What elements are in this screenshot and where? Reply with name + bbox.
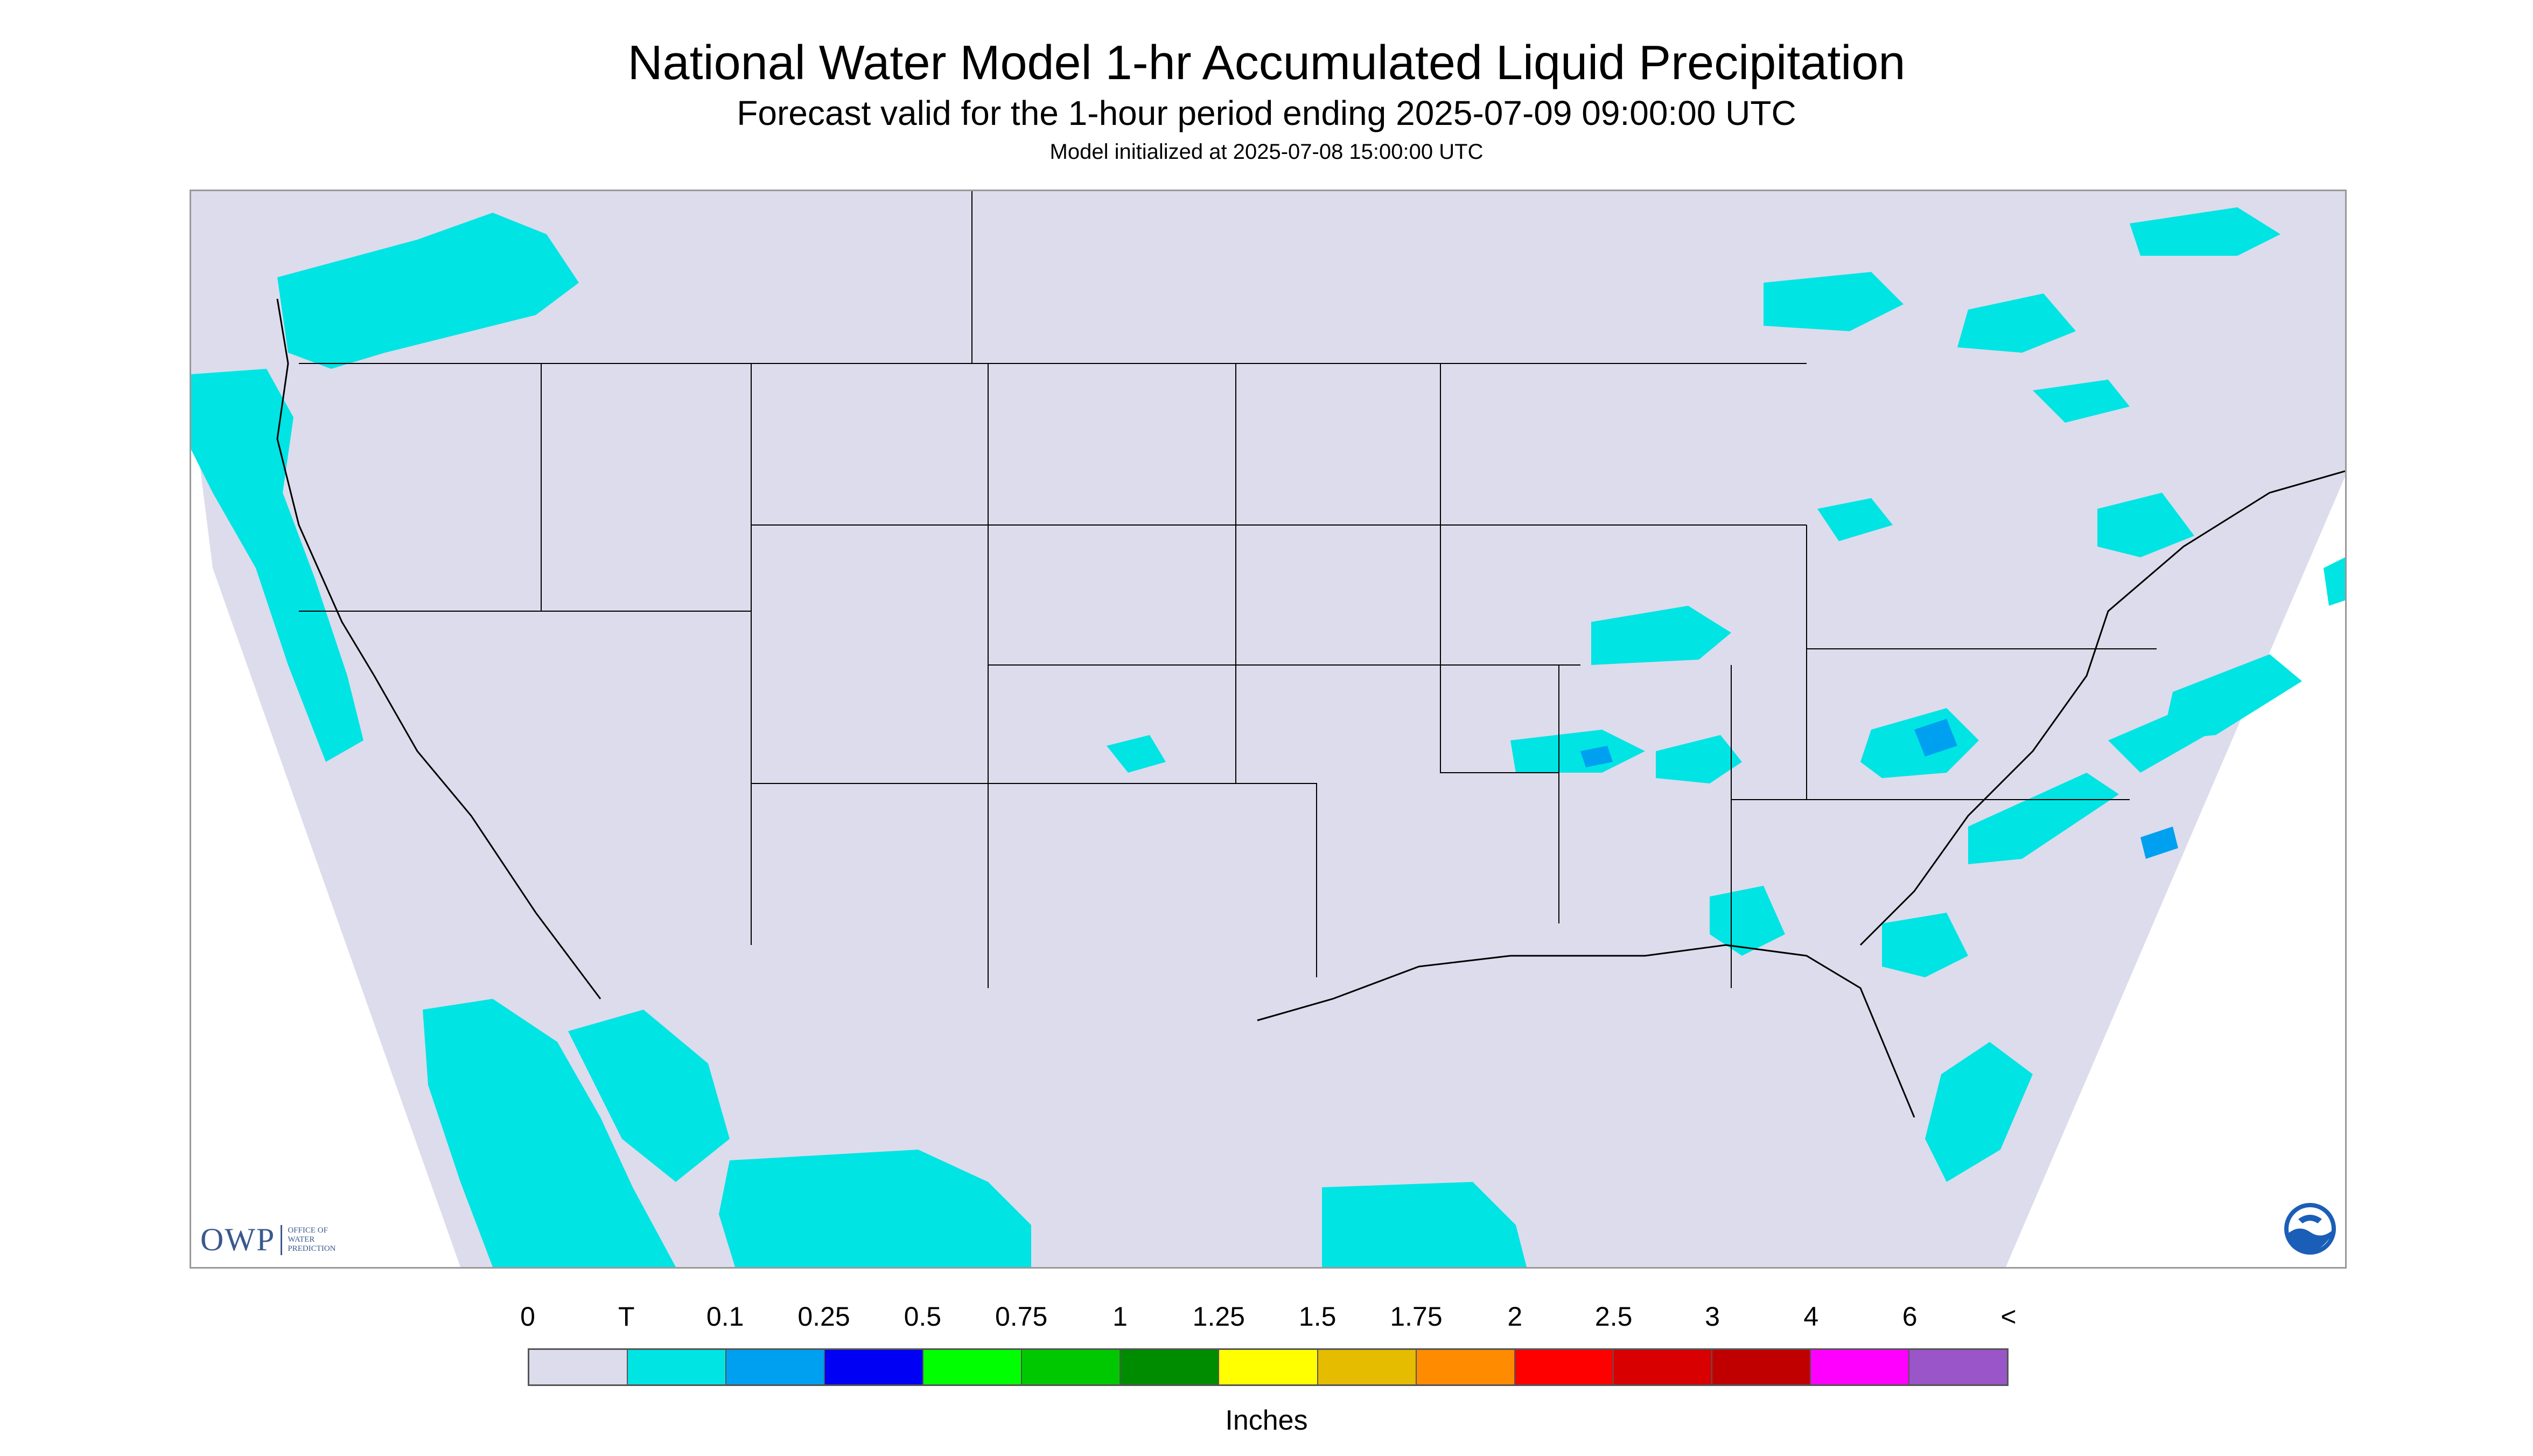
legend-bin — [1712, 1350, 1811, 1384]
legend-bin — [1416, 1350, 1515, 1384]
owp-logo-line2: WATER — [288, 1235, 315, 1244]
legend-bin — [1022, 1350, 1121, 1384]
legend-tick-label: 6 — [1902, 1301, 1918, 1332]
color-legend — [528, 1348, 2009, 1386]
legend-tick-label: 1.25 — [1192, 1301, 1245, 1332]
legend-units: Inches — [1225, 1405, 1308, 1436]
map-title: National Water Model 1-hr Accumulated Li… — [627, 36, 1906, 90]
legend-bin — [1219, 1350, 1318, 1384]
legend-tick-label: 0.25 — [797, 1301, 850, 1332]
legend-tick-label: 0.1 — [706, 1301, 744, 1332]
legend-tick-label: 2.5 — [1594, 1301, 1633, 1332]
legend-tick-label: 0.5 — [904, 1301, 942, 1332]
legend-bin — [825, 1350, 924, 1384]
legend-bin — [1613, 1350, 1712, 1384]
legend-tick-label: 1.75 — [1390, 1301, 1443, 1332]
legend-tick-label: 1 — [1112, 1301, 1128, 1332]
owp-logo: OWP OFFICE OF WATER PREDICTION — [200, 1221, 336, 1258]
precip-trace-areas — [191, 207, 2345, 1267]
legend-tick-label: < — [2000, 1301, 2017, 1332]
legend-tick-label: 2 — [1507, 1301, 1523, 1332]
noaa-logo-icon — [2284, 1203, 2336, 1255]
map-subtitle: Forecast valid for the 1-hour period end… — [737, 94, 1796, 132]
legend-tick-label: 0 — [520, 1301, 535, 1332]
precip-light-areas — [1580, 719, 2178, 859]
owp-logo-line3: PREDICTION — [288, 1244, 336, 1253]
owp-logo-text: OWP — [200, 1222, 276, 1257]
map-canvas — [191, 191, 2345, 1267]
legend-bin — [529, 1350, 628, 1384]
legend-bin — [1909, 1350, 2007, 1384]
owp-logo-subtext: OFFICE OF WATER PREDICTION — [288, 1226, 335, 1254]
precipitation-map — [190, 190, 2347, 1269]
legend-bin — [1810, 1350, 1909, 1384]
owp-logo-divider — [281, 1224, 283, 1255]
legend-bin — [628, 1350, 727, 1384]
legend-bin — [726, 1350, 825, 1384]
legend-tick-label: 1.5 — [1298, 1301, 1337, 1332]
legend-bin — [1121, 1350, 1220, 1384]
legend-tick-label: 3 — [1705, 1301, 1720, 1332]
legend-bin — [923, 1350, 1023, 1384]
state-boundaries — [299, 191, 2157, 988]
model-domain — [191, 191, 2345, 1267]
owp-logo-line1: OFFICE OF — [288, 1226, 328, 1235]
legend-bin — [1318, 1350, 1417, 1384]
legend-tick-label: 0.75 — [995, 1301, 1048, 1332]
coastlines — [276, 298, 2345, 1118]
legend-tick-label: T — [618, 1301, 635, 1332]
legend-tick-label: 4 — [1803, 1301, 1819, 1332]
model-init-time: Model initialized at 2025-07-08 15:00:00… — [1049, 140, 1484, 164]
legend-bin — [1515, 1350, 1614, 1384]
